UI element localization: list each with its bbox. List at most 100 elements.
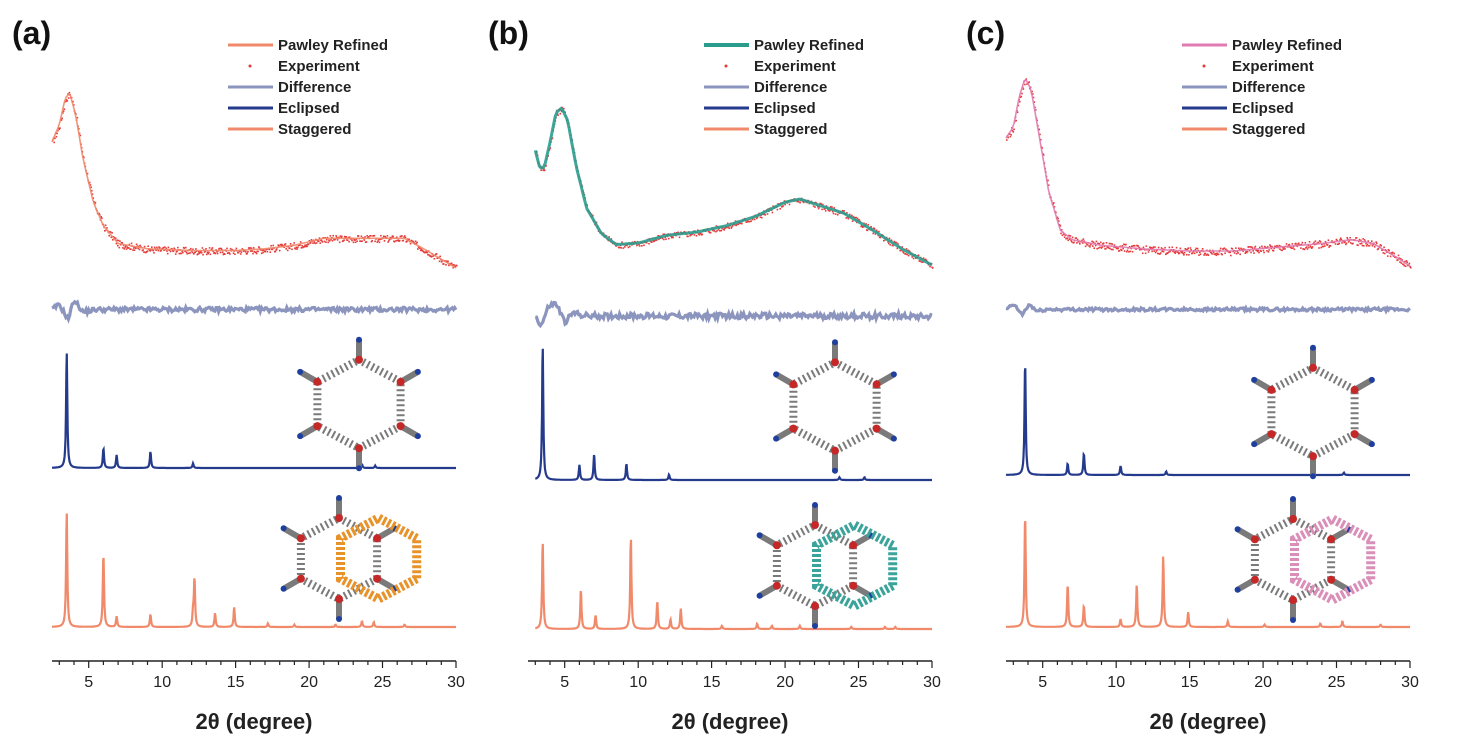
experiment-point bbox=[726, 222, 729, 225]
framework-node bbox=[313, 377, 322, 386]
experiment-point bbox=[1336, 239, 1338, 242]
experiment-point bbox=[772, 205, 774, 207]
experiment-point bbox=[345, 236, 347, 238]
experiment-point bbox=[123, 248, 126, 250]
experiment-point bbox=[892, 244, 894, 247]
experiment-point bbox=[1137, 245, 1140, 247]
legend: Pawley Refined Experiment Difference Eclips… bbox=[1182, 37, 1342, 138]
x-tick-label: 20 bbox=[776, 674, 794, 691]
experiment-point bbox=[239, 250, 241, 252]
experiment-point bbox=[208, 247, 211, 249]
framework-node bbox=[812, 623, 818, 629]
experiment-point bbox=[1092, 245, 1094, 247]
experiment-point bbox=[1147, 251, 1150, 253]
experiment-point bbox=[1349, 236, 1351, 239]
experiment-point bbox=[310, 239, 313, 241]
experiment-point bbox=[1258, 251, 1260, 254]
experiment-point bbox=[89, 184, 92, 186]
experiment-point bbox=[1175, 246, 1178, 249]
experiment-point bbox=[88, 181, 91, 184]
experiment-point bbox=[387, 241, 389, 243]
experiment-point bbox=[908, 250, 911, 252]
experiment-point bbox=[291, 248, 293, 251]
experiment-point bbox=[1402, 263, 1405, 266]
experiment-point bbox=[563, 107, 565, 110]
framework-node bbox=[1290, 617, 1296, 623]
experiment-point bbox=[665, 238, 667, 240]
experiment-point bbox=[1057, 217, 1059, 220]
legend-label-difference: Difference bbox=[278, 79, 351, 96]
experiment-point bbox=[281, 243, 283, 246]
framework-node bbox=[1234, 586, 1241, 593]
experiment-point bbox=[730, 227, 733, 229]
experiment-point bbox=[1340, 238, 1343, 241]
experiment-point bbox=[626, 244, 628, 247]
experiment-point bbox=[1153, 250, 1155, 252]
experiment-point bbox=[657, 235, 659, 237]
experiment-point bbox=[646, 241, 648, 244]
experiment-point bbox=[1267, 251, 1270, 253]
experiment-point bbox=[111, 232, 113, 234]
experiment-point bbox=[276, 248, 278, 250]
experiment-point bbox=[1159, 253, 1161, 255]
experiment-point bbox=[901, 246, 904, 248]
framework-node bbox=[1289, 515, 1297, 523]
experiment-point bbox=[197, 253, 199, 255]
framework-node bbox=[1251, 376, 1258, 383]
experiment-point bbox=[327, 241, 329, 244]
experiment-point bbox=[383, 240, 386, 242]
experiment-point bbox=[1076, 238, 1079, 241]
experiment-point bbox=[211, 248, 213, 250]
experiment-point bbox=[395, 240, 397, 242]
experiment-point bbox=[619, 246, 621, 249]
experiment-point bbox=[831, 210, 834, 213]
experiment-point bbox=[137, 247, 139, 250]
experiment-point bbox=[56, 132, 58, 135]
experiment-point bbox=[1188, 254, 1190, 256]
experiment-point bbox=[318, 237, 321, 239]
experiment-point bbox=[1100, 241, 1102, 244]
experiment-point bbox=[1082, 238, 1085, 240]
experiment-point bbox=[1058, 224, 1061, 226]
experiment-point bbox=[1238, 247, 1240, 249]
experiment-point bbox=[1069, 235, 1072, 237]
experiment-point bbox=[419, 247, 421, 250]
framework-node bbox=[414, 368, 421, 375]
experiment-point bbox=[1174, 252, 1176, 254]
experiment-point bbox=[872, 232, 874, 235]
experiment-point bbox=[142, 249, 144, 251]
experiment-point bbox=[1324, 240, 1327, 243]
experiment-point bbox=[414, 240, 417, 243]
experiment-point bbox=[735, 224, 737, 227]
experiment-point bbox=[397, 239, 400, 241]
experiment-point bbox=[1173, 251, 1176, 253]
experiment-point bbox=[622, 247, 625, 249]
experiment-point bbox=[1300, 247, 1302, 249]
experiment-point bbox=[1242, 250, 1244, 252]
panel-label: (c) bbox=[966, 15, 1005, 51]
experiment-point bbox=[720, 229, 723, 232]
legend-label-experiment: Experiment bbox=[278, 58, 360, 75]
experiment-point bbox=[83, 156, 85, 159]
experiment-point bbox=[1259, 246, 1261, 249]
framework-node bbox=[280, 585, 287, 592]
experiment-point bbox=[878, 230, 880, 233]
experiment-point bbox=[260, 252, 263, 255]
experiment-point bbox=[297, 246, 299, 249]
experiment-point bbox=[698, 233, 701, 236]
experiment-point bbox=[1251, 247, 1254, 250]
experiment-point bbox=[1266, 250, 1268, 252]
experiment-point bbox=[329, 235, 332, 237]
experiment-point bbox=[1214, 253, 1216, 256]
experiment-point bbox=[156, 246, 158, 249]
experiment-point bbox=[1129, 250, 1132, 253]
experiment-point bbox=[109, 231, 112, 233]
experiment-point bbox=[367, 236, 370, 238]
experiment-point bbox=[249, 247, 251, 249]
experiment-point bbox=[247, 251, 249, 253]
experiment-point bbox=[1189, 247, 1192, 249]
legend-label-difference: Difference bbox=[754, 79, 827, 96]
experiment-point bbox=[1246, 250, 1249, 253]
experiment-point bbox=[728, 227, 730, 229]
experiment-point bbox=[756, 217, 758, 220]
